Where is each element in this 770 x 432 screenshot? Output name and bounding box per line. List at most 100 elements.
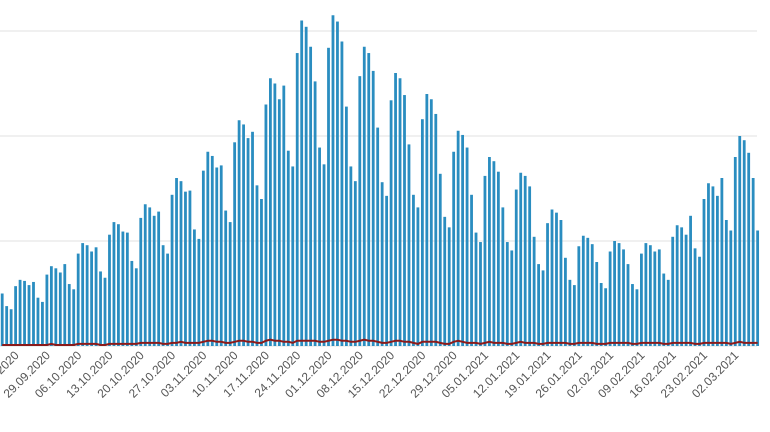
bar (260, 199, 263, 346)
bar (188, 190, 192, 346)
bar (18, 279, 22, 346)
bar (224, 210, 228, 346)
bar (269, 78, 272, 346)
bar (447, 227, 451, 346)
bar (461, 134, 465, 346)
bar (242, 124, 245, 346)
bar (452, 151, 456, 346)
bar (233, 142, 237, 346)
bar (608, 251, 612, 346)
bar (537, 264, 540, 346)
bar (510, 250, 514, 346)
bar (49, 266, 53, 346)
bar (125, 232, 129, 346)
bar (32, 281, 35, 346)
bar (336, 21, 339, 347)
bar (63, 264, 67, 346)
bar (483, 175, 487, 346)
bar (555, 212, 558, 346)
bar (595, 262, 599, 346)
bar (389, 100, 393, 346)
bar (671, 236, 675, 346)
bar (5, 306, 9, 346)
bar (443, 216, 447, 346)
bar (519, 172, 523, 346)
bar (237, 120, 241, 346)
bar (394, 73, 397, 346)
bar (488, 157, 491, 346)
bar (264, 104, 268, 346)
bar (528, 186, 532, 346)
bar (9, 309, 13, 346)
bar (36, 297, 40, 346)
bar (41, 301, 44, 346)
bar (282, 85, 286, 346)
bar (210, 155, 214, 346)
bar (309, 46, 313, 346)
bar (514, 189, 518, 346)
bar (577, 246, 581, 346)
bar (662, 273, 666, 346)
bar (139, 217, 143, 346)
bar (420, 119, 424, 346)
bar (716, 195, 719, 346)
bar (684, 234, 688, 346)
bar (331, 15, 335, 346)
bar (617, 243, 621, 346)
bar (523, 175, 527, 346)
bar (295, 53, 299, 347)
bar (546, 223, 549, 346)
bar (318, 147, 321, 346)
bar (581, 235, 585, 346)
bar (179, 181, 183, 346)
bar (344, 106, 348, 346)
bar (648, 245, 652, 346)
bar (193, 229, 196, 346)
bar (85, 245, 89, 346)
bar (362, 46, 366, 346)
bar (532, 236, 536, 346)
bar (416, 207, 420, 346)
bar (711, 186, 715, 346)
bar (653, 251, 657, 346)
bar (680, 227, 684, 346)
bar (0, 293, 4, 346)
bar (501, 207, 505, 346)
bar (702, 199, 706, 346)
bar (470, 194, 473, 346)
bar (175, 178, 178, 346)
bar (371, 70, 375, 347)
bar (599, 283, 603, 346)
bar (640, 253, 643, 346)
bar (215, 167, 219, 346)
bar (45, 274, 49, 346)
bar (747, 152, 751, 346)
bar (67, 284, 71, 346)
bar (322, 164, 326, 346)
bar (27, 285, 31, 346)
bar (197, 238, 201, 346)
bar (112, 222, 116, 346)
bar (103, 277, 107, 346)
bar (689, 215, 692, 346)
bar (376, 127, 380, 346)
bar (675, 225, 679, 346)
bar (117, 224, 120, 346)
bar (564, 257, 567, 346)
bar (429, 99, 433, 346)
bar (707, 183, 710, 346)
bar (170, 194, 174, 346)
bar (72, 289, 76, 346)
bar (81, 243, 85, 346)
bar (134, 268, 138, 346)
bar (586, 237, 590, 346)
bar (751, 178, 755, 346)
bar (693, 248, 697, 346)
bar (425, 94, 429, 346)
bar (733, 157, 737, 346)
bar (349, 166, 353, 346)
bar (756, 230, 760, 346)
bar (380, 182, 384, 346)
bar (496, 171, 500, 346)
bar (724, 220, 728, 346)
